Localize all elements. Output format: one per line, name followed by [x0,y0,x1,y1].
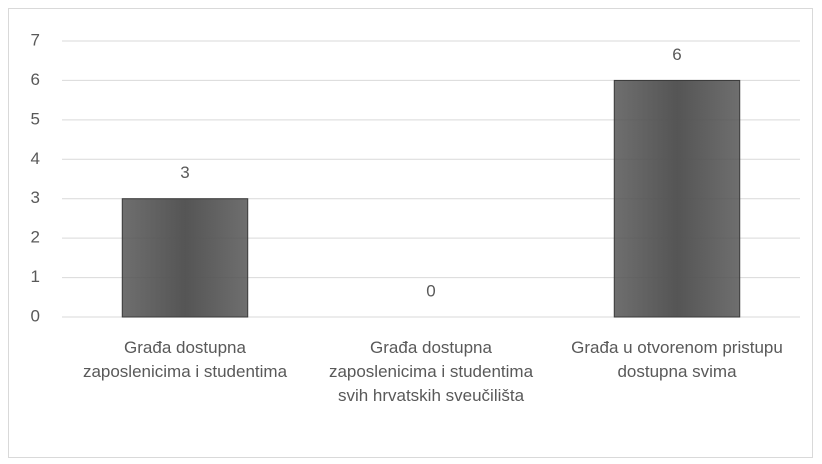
x-tick-label: Građa dostupna zaposlenicima i studentim… [82,338,288,381]
bar [121,198,249,318]
y-tick-label: 7 [31,30,40,49]
y-tick-label: 1 [31,267,40,286]
x-tick-label: Građa u otvorenom pristupu dostupna svim… [571,338,783,381]
y-tick-label: 2 [31,228,40,247]
value-label: 0 [426,281,435,300]
y-tick-label: 4 [31,149,40,168]
y-tick-label: 5 [31,109,40,128]
bar [613,79,741,318]
value-label: 3 [180,163,189,182]
y-tick-label: 3 [31,188,40,207]
value-label: 6 [672,45,681,64]
x-tick-label: Građa dostupna zaposlenicima i studentim… [328,338,534,405]
y-tick-label: 0 [31,306,40,325]
y-tick-label: 6 [31,70,40,89]
